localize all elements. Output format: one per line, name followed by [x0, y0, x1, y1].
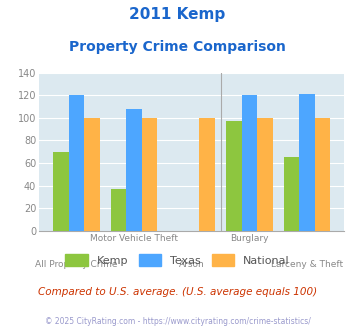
Bar: [200, 118, 215, 231]
Text: Compared to U.S. average. (U.S. average equals 100): Compared to U.S. average. (U.S. average …: [38, 287, 317, 297]
Text: Property Crime Comparison: Property Crime Comparison: [69, 40, 286, 53]
Bar: [226, 121, 242, 231]
Bar: [69, 95, 84, 231]
Bar: [142, 118, 157, 231]
Bar: [257, 118, 273, 231]
Text: 2011 Kemp: 2011 Kemp: [129, 7, 226, 21]
Text: All Property Crime: All Property Crime: [35, 259, 118, 269]
Bar: [242, 95, 257, 231]
Bar: [53, 152, 69, 231]
Bar: [111, 189, 126, 231]
Bar: [299, 94, 315, 231]
Bar: [315, 118, 331, 231]
Bar: [84, 118, 100, 231]
Text: Larceny & Theft: Larceny & Theft: [271, 259, 343, 269]
Text: © 2025 CityRating.com - https://www.cityrating.com/crime-statistics/: © 2025 CityRating.com - https://www.city…: [45, 317, 310, 326]
Legend: Kemp, Texas, National: Kemp, Texas, National: [61, 250, 294, 270]
Bar: [126, 109, 142, 231]
Text: Arson: Arson: [179, 259, 204, 269]
Bar: [284, 157, 299, 231]
